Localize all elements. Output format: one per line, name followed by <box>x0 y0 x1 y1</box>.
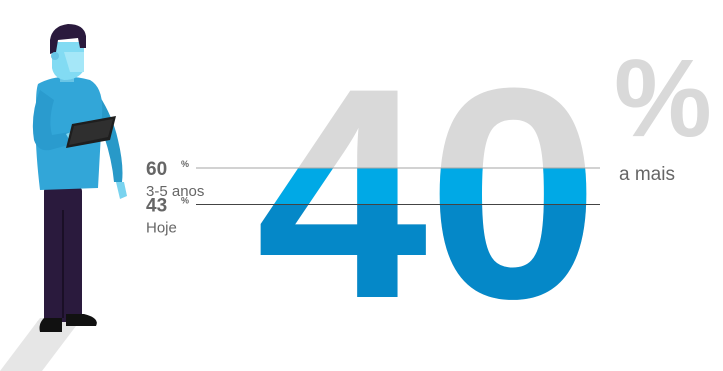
headline-caption: a mais <box>619 164 675 185</box>
level-value: 43 <box>146 196 167 217</box>
level-fill <box>256 204 599 302</box>
level-label: 3-5 anos <box>146 183 204 200</box>
level-value: 60 <box>146 159 167 180</box>
headline-unit: % <box>614 37 712 160</box>
level-unit: % <box>181 196 189 206</box>
person-holding-tablet-icon <box>0 24 127 371</box>
level-label: Hoje <box>146 220 177 237</box>
level-unit: % <box>181 159 189 169</box>
